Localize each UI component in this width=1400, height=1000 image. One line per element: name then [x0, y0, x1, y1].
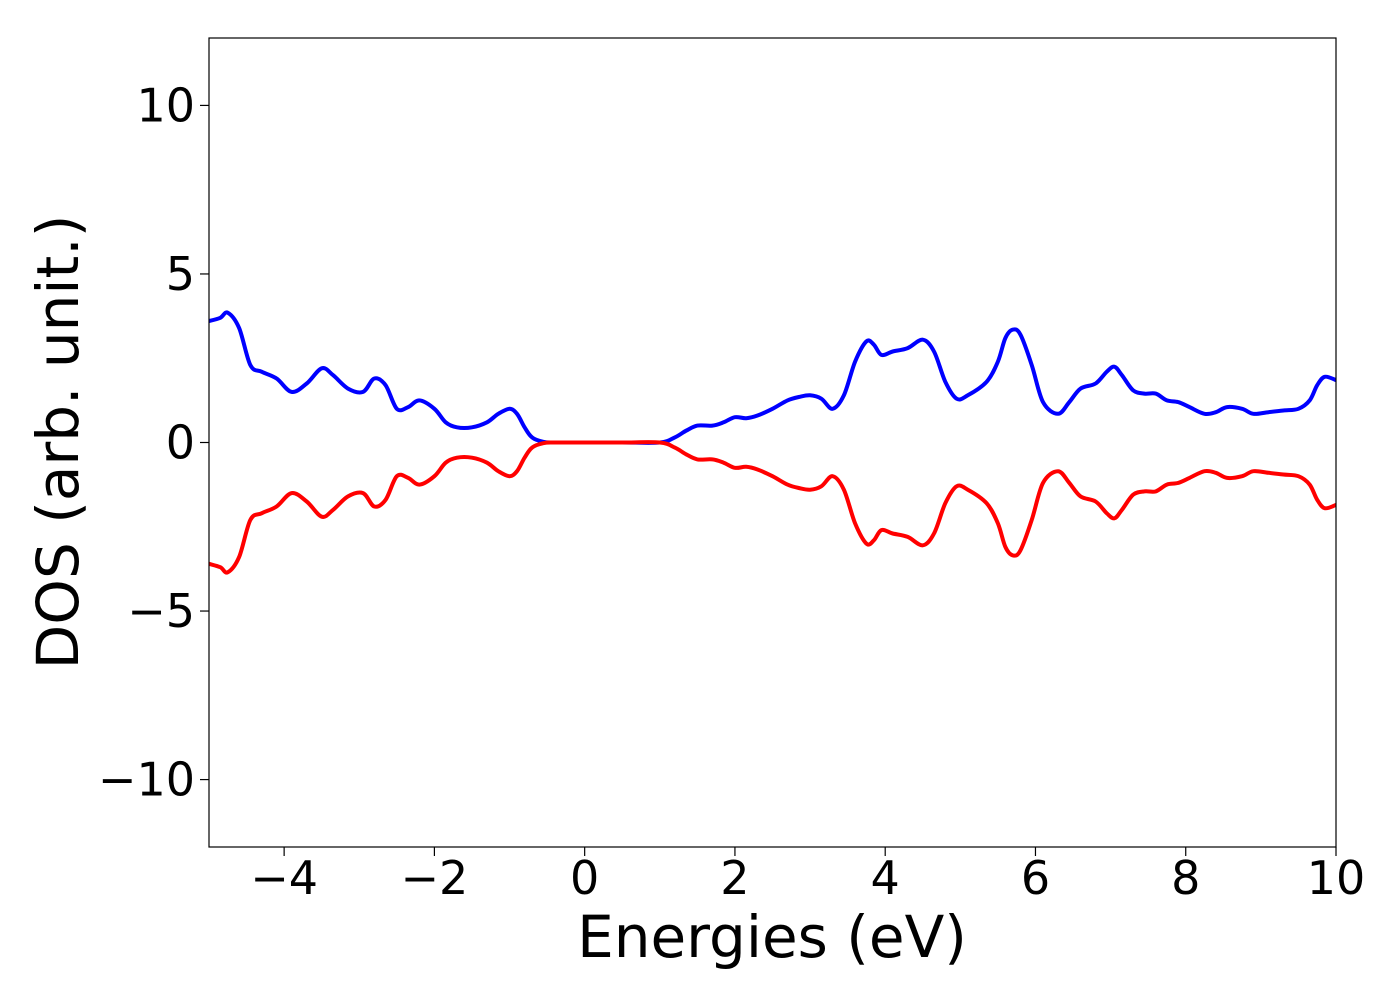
x-tick-label: 0 [570, 851, 599, 905]
y-axis-ticks: 10 5 0 −5 −10 [98, 78, 209, 807]
x-tick-label: 6 [1021, 851, 1050, 905]
x-tick-label: −4 [250, 851, 318, 905]
x-tick-label: −2 [400, 851, 468, 905]
x-tick-label: 10 [1307, 851, 1366, 905]
y-tick-label: 5 [166, 247, 195, 301]
x-axis-ticks: −4 −2 0 2 4 6 8 10 [250, 847, 1365, 905]
series-lines [209, 310, 1336, 575]
y-axis-title: DOS (arb. unit.) [24, 215, 92, 670]
x-tick-label: 4 [871, 851, 900, 905]
series-line-2 [209, 440, 1336, 575]
y-tick-label: 10 [136, 78, 195, 132]
y-tick-label: −10 [98, 753, 195, 807]
y-tick-label: 0 [166, 416, 195, 470]
y-tick-label: −5 [127, 584, 195, 638]
series-line-1 [209, 310, 1336, 445]
x-axis-title: Energies (eV) [577, 903, 967, 971]
plot-frame [208, 37, 1337, 848]
x-tick-label: 8 [1171, 851, 1200, 905]
x-tick-label: 2 [720, 851, 749, 905]
